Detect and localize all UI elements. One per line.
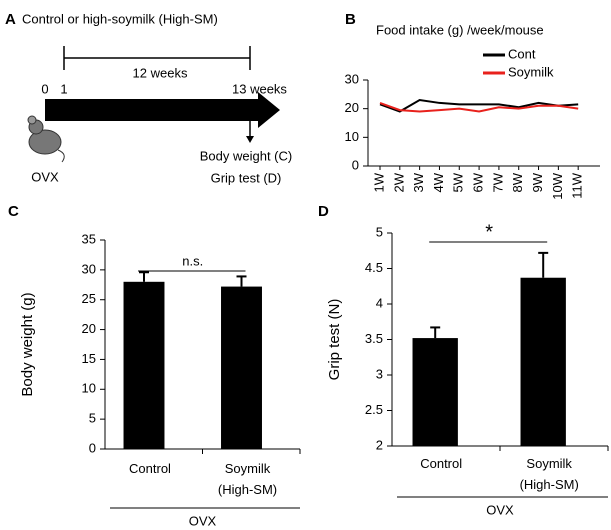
bar	[124, 282, 165, 449]
bar	[521, 278, 566, 446]
bar	[221, 287, 262, 449]
y-tick-label: 4	[376, 295, 383, 310]
x-tick-label: 9W	[530, 172, 545, 192]
y-tick-label: 0	[89, 440, 96, 455]
panel-label: B	[345, 11, 356, 28]
y-tick-label: 30	[345, 71, 359, 86]
y-tick-label: 3.5	[365, 331, 383, 346]
group-label: OVX	[189, 513, 217, 528]
start-label: 0	[41, 81, 48, 96]
y-tick-label: 30	[82, 261, 96, 276]
group-label: OVX	[486, 502, 514, 517]
x-tick-label: Control	[420, 453, 462, 474]
model-label: OVX	[31, 169, 59, 184]
panel-label: D	[318, 203, 329, 220]
outcome-arrowhead	[246, 136, 254, 143]
x-tick-label: 5W	[451, 172, 466, 192]
page: {"diagram": {"panel_label": "A", "title"…	[0, 0, 611, 530]
x-tick-label: 7W	[490, 172, 505, 192]
y-axis-label: Body weight (g)	[19, 292, 36, 396]
duration-label: 12 weeks	[133, 65, 188, 80]
x-tick-label: 11W	[570, 172, 585, 198]
x-tick-label: 6W	[471, 172, 486, 192]
significance-label: n.s.	[182, 253, 203, 268]
timeline-arrow	[45, 92, 280, 128]
y-tick-label: 25	[82, 291, 96, 306]
y-tick-label: 10	[82, 381, 96, 396]
y-tick-label: 10	[345, 129, 359, 144]
outcome-label: Grip test (D)	[211, 170, 282, 185]
x-tick-label: 3W	[411, 172, 426, 192]
mouse-icon	[28, 116, 64, 162]
y-tick-label: 2	[376, 437, 383, 452]
legend-label: Cont	[508, 46, 536, 61]
diagram-title: Control or high-soymilk (High-SM)	[22, 11, 218, 26]
panel-label: C	[8, 203, 19, 220]
y-tick-label: 3	[376, 366, 383, 381]
outcome-label: Body weight (C)	[200, 148, 292, 163]
legend-label: Soymilk	[508, 64, 554, 79]
x-tick-label: Soymilk (High-SM)	[218, 458, 277, 500]
y-tick-label: 20	[82, 321, 96, 336]
x-tick-label: 1W	[371, 172, 386, 192]
y-tick-label: 5	[376, 224, 383, 239]
y-tick-label: 4.5	[365, 260, 383, 275]
y-axis-label: Grip test (N)	[326, 299, 343, 381]
chart-title: Food intake (g) /week/mouse	[376, 22, 544, 37]
significance-label: *	[485, 221, 493, 243]
panel-label: A	[5, 11, 16, 28]
x-tick-label: 2W	[391, 172, 406, 192]
x-tick-label: 8W	[510, 172, 525, 192]
x-tick-label: Soymilk (High-SM)	[520, 453, 579, 495]
x-tick-label: 10W	[550, 172, 565, 199]
x-tick-label: Control	[129, 458, 171, 479]
y-tick-label: 15	[82, 351, 96, 366]
y-tick-label: 20	[345, 100, 359, 115]
bar	[413, 338, 458, 446]
y-tick-label: 2.5	[365, 402, 383, 417]
week-label: 1	[60, 81, 67, 96]
y-tick-label: 5	[89, 411, 96, 426]
y-tick-label: 0	[352, 157, 359, 172]
y-tick-label: 35	[82, 231, 96, 246]
x-tick-label: 4W	[431, 172, 446, 192]
figure: A Control or high-soymilk (High-SM) 12 w…	[0, 0, 611, 530]
